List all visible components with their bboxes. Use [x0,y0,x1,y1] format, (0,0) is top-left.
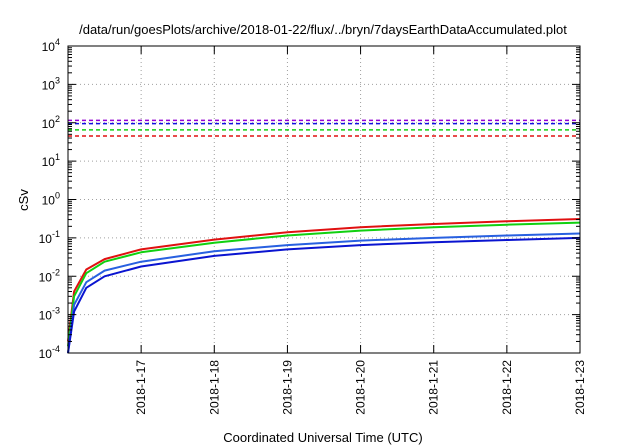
x-axis-label: Coordinated Universal Time (UTC) [223,430,422,445]
x-tick-label: 2018-1-19 [280,360,294,415]
y-tick-label: 101 [42,152,60,169]
x-tick-label: 2018-1-17 [134,360,148,415]
y-tick-label: 10-1 [39,229,60,246]
y-tick-label: 103 [42,75,60,92]
y-tick-label: 104 [42,37,60,54]
reference-lines [68,119,580,137]
x-tick-label: 2018-1-21 [427,360,441,415]
y-axis-label: cSv [16,189,31,211]
series-line [67,218,581,342]
series-line [67,232,581,354]
y-tick-label: 102 [42,114,60,131]
y-tick-label: 10-4 [39,344,60,361]
x-tick-labels: 2018-1-17 2018-1-18 2018-1-19 2018-1-20 2018… [134,360,587,415]
x-tick-label: 2018-1-23 [573,360,587,415]
series-line [67,236,581,354]
y-tick-label: 100 [42,191,60,208]
y-tick-label: 10-2 [39,267,60,284]
series-line [67,221,581,347]
y-tick-labels: 10-4 10-3 10-2 10-1 100 101 102 103 104 [39,37,60,361]
data-series [67,218,581,354]
x-tick-label: 2018-1-18 [207,360,221,415]
x-tick-label: 2018-1-22 [500,360,514,415]
grid [68,46,580,353]
axis-ticks [68,45,581,354]
y-tick-label: 10-3 [39,306,60,323]
x-tick-label: 2018-1-20 [354,360,368,415]
chart-title: /data/run/goesPlots/archive/2018-01-22/f… [79,22,567,37]
